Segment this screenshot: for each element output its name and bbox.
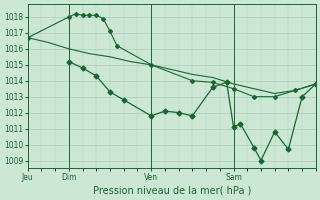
X-axis label: Pression niveau de la mer( hPa ): Pression niveau de la mer( hPa ) <box>92 186 251 196</box>
